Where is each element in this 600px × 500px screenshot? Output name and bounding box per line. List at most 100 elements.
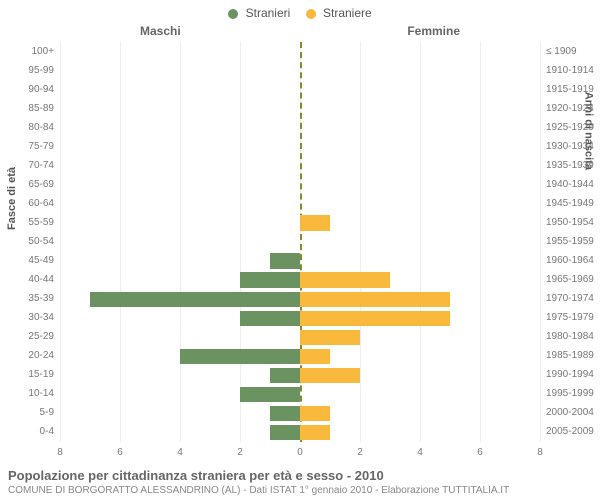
y-tick-birth: 1990-1994 <box>546 369 600 380</box>
legend-label-male: Stranieri <box>246 6 291 20</box>
y-tick-birth: 1955-1959 <box>546 236 600 247</box>
header-male: Maschi <box>140 24 181 38</box>
pyramid-row: 25-291980-1984 <box>60 328 540 347</box>
x-tick-label: 8 <box>537 447 543 458</box>
y-tick-birth: 2005-2009 <box>546 426 600 437</box>
y-tick-age: 0-4 <box>4 426 54 437</box>
pyramid-row: 100+≤ 1909 <box>60 42 540 61</box>
x-tick-label: 8 <box>57 447 63 458</box>
pyramid-row: 20-241985-1989 <box>60 347 540 366</box>
y-tick-age: 90-94 <box>4 84 54 95</box>
pyramid-row: 60-641945-1949 <box>60 194 540 213</box>
bar-male <box>240 387 300 402</box>
legend-swatch-female <box>306 9 316 19</box>
plot-area: 100+≤ 190995-991910-191490-941915-191985… <box>60 42 540 442</box>
y-tick-birth: 1965-1969 <box>546 274 600 285</box>
y-tick-birth: 1925-1929 <box>546 122 600 133</box>
pyramid-row: 5-92000-2004 <box>60 404 540 423</box>
y-tick-age: 25-29 <box>4 331 54 342</box>
bar-female <box>300 330 360 345</box>
bar-male <box>180 349 300 364</box>
pyramid-row: 45-491960-1964 <box>60 252 540 271</box>
y-tick-age: 15-19 <box>4 369 54 380</box>
y-tick-age: 40-44 <box>4 274 54 285</box>
x-tick-label: 6 <box>117 447 123 458</box>
pyramid-row: 70-741935-1939 <box>60 156 540 175</box>
bar-female <box>300 368 360 383</box>
y-tick-age: 30-34 <box>4 312 54 323</box>
y-tick-birth: 1910-1914 <box>546 65 600 76</box>
pyramid-row: 15-191990-1994 <box>60 366 540 385</box>
bar-male <box>270 368 300 383</box>
bar-female <box>300 425 330 440</box>
y-tick-birth: 1975-1979 <box>546 312 600 323</box>
legend: Stranieri Straniere <box>0 6 600 20</box>
x-tick-label: 4 <box>177 447 183 458</box>
gridline <box>540 42 541 442</box>
y-tick-age: 100+ <box>4 46 54 57</box>
y-tick-age: 55-59 <box>4 217 54 228</box>
y-tick-age: 75-79 <box>4 141 54 152</box>
y-tick-age: 5-9 <box>4 407 54 418</box>
y-tick-birth: 1940-1944 <box>546 179 600 190</box>
y-tick-birth: 1945-1949 <box>546 198 600 209</box>
chart-subtitle: COMUNE DI BORGORATTO ALESSANDRINO (AL) -… <box>8 485 592 496</box>
pyramid-row: 80-841925-1929 <box>60 118 540 137</box>
pyramid-row: 30-341975-1979 <box>60 309 540 328</box>
legend-item-female: Straniere <box>306 6 372 20</box>
legend-item-male: Stranieri <box>228 6 290 20</box>
y-tick-birth: 1985-1989 <box>546 350 600 361</box>
pyramid-row: 75-791930-1934 <box>60 137 540 156</box>
bar-female <box>300 292 450 307</box>
y-tick-age: 65-69 <box>4 179 54 190</box>
bar-male <box>270 425 300 440</box>
y-tick-age: 10-14 <box>4 388 54 399</box>
bar-male <box>90 292 300 307</box>
pyramid-row: 90-941915-1919 <box>60 80 540 99</box>
x-tick-label: 6 <box>477 447 483 458</box>
y-tick-age: 20-24 <box>4 350 54 361</box>
y-tick-birth: 1930-1934 <box>546 141 600 152</box>
y-tick-age: 80-84 <box>4 122 54 133</box>
pyramid-row: 50-541955-1959 <box>60 232 540 251</box>
y-tick-birth: 2000-2004 <box>546 407 600 418</box>
x-tick-label: 0 <box>297 447 303 458</box>
y-tick-birth: 1980-1984 <box>546 331 600 342</box>
y-tick-age: 95-99 <box>4 65 54 76</box>
y-tick-age: 50-54 <box>4 236 54 247</box>
bar-female <box>300 272 390 287</box>
y-tick-age: 70-74 <box>4 160 54 171</box>
pyramid-row: 10-141995-1999 <box>60 385 540 404</box>
pyramid-row: 85-891920-1924 <box>60 99 540 118</box>
y-tick-birth: 1960-1964 <box>546 255 600 266</box>
pyramid-row: 65-691940-1944 <box>60 175 540 194</box>
bar-male <box>240 311 300 326</box>
header-female: Femmine <box>407 24 460 38</box>
pyramid-row: 55-591950-1954 <box>60 213 540 232</box>
y-tick-birth: ≤ 1909 <box>546 46 600 57</box>
y-tick-birth: 1970-1974 <box>546 293 600 304</box>
y-tick-age: 60-64 <box>4 198 54 209</box>
x-tick-label: 2 <box>357 447 363 458</box>
bar-female <box>300 406 330 421</box>
x-tick-label: 4 <box>417 447 423 458</box>
bar-female <box>300 311 450 326</box>
x-tick-label: 2 <box>237 447 243 458</box>
y-tick-age: 35-39 <box>4 293 54 304</box>
y-tick-age: 45-49 <box>4 255 54 266</box>
chart-container: Stranieri Straniere Maschi Femmine Fasce… <box>0 0 600 500</box>
pyramid-row: 35-391970-1974 <box>60 290 540 309</box>
pyramid-row: 95-991910-1914 <box>60 61 540 80</box>
bar-female <box>300 349 330 364</box>
y-tick-birth: 1935-1939 <box>546 160 600 171</box>
bar-male <box>270 406 300 421</box>
bar-rows: 100+≤ 190995-991910-191490-941915-191985… <box>60 42 540 442</box>
legend-label-female: Straniere <box>323 6 372 20</box>
chart-title: Popolazione per cittadinanza straniera p… <box>8 468 592 483</box>
bar-male <box>270 253 300 268</box>
bar-male <box>240 272 300 287</box>
y-tick-age: 85-89 <box>4 103 54 114</box>
y-tick-birth: 1950-1954 <box>546 217 600 228</box>
y-tick-birth: 1920-1924 <box>546 103 600 114</box>
y-tick-birth: 1915-1919 <box>546 84 600 95</box>
